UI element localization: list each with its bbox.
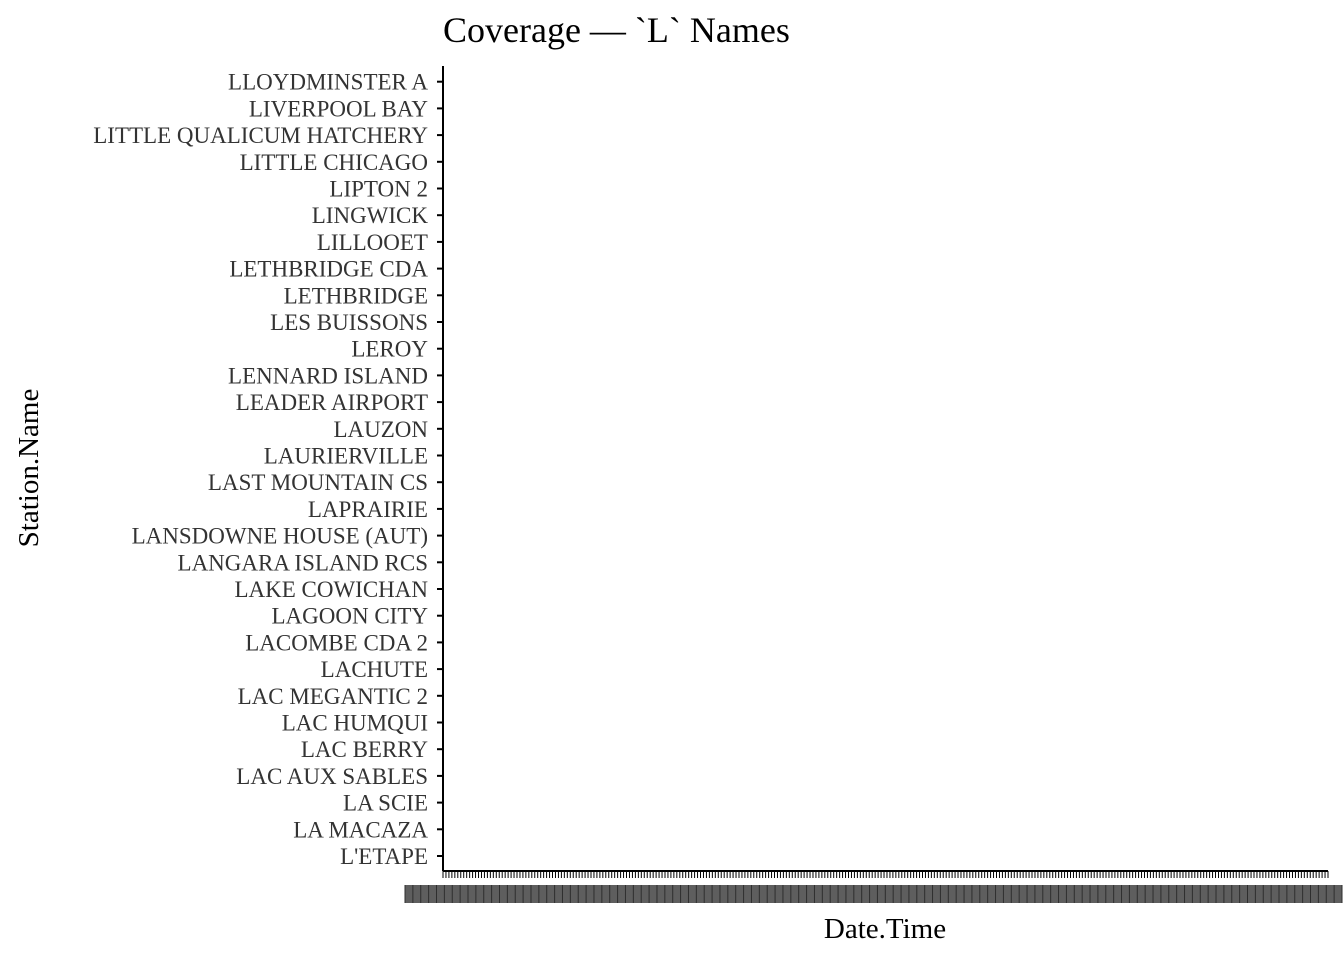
y-tick-label: LAPRAIRIE (308, 497, 428, 522)
y-tick-label: LETHBRIDGE CDA (229, 257, 428, 282)
y-tick-label: L'ETAPE (340, 844, 428, 869)
y-tick-label: LITTLE CHICAGO (240, 150, 428, 175)
y-tick-label: LA SCIE (343, 791, 428, 816)
y-tick-label: LEADER AIRPORT (236, 390, 428, 415)
y-tick-label: LILLOOET (317, 230, 428, 255)
y-tick-label: LIVERPOOL BAY (249, 96, 429, 121)
chart-title: Coverage — `L` Names (443, 10, 790, 50)
y-tick-label: LIPTON 2 (329, 177, 428, 202)
y-tick-label: LAC AUX SABLES (236, 764, 428, 789)
y-tick-label: LANGARA ISLAND RCS (178, 550, 428, 575)
y-tick-label: LINGWICK (312, 203, 429, 228)
y-tick-label: LENNARD ISLAND (228, 363, 428, 388)
y-tick-label: LANSDOWNE HOUSE (AUT) (132, 524, 428, 549)
y-tick-label: LAC MEGANTIC 2 (238, 684, 428, 709)
y-tick-label: LEROY (351, 337, 428, 362)
y-tick-label: LAUZON (333, 417, 428, 442)
x-axis (404, 870, 1343, 903)
y-tick-label: LETHBRIDGE (284, 283, 428, 308)
y-tick-label: LITTLE QUALICUM HATCHERY (93, 123, 428, 148)
y-tick-label: LES BUISSONS (270, 310, 428, 335)
y-tick-label: LAKE COWICHAN (234, 577, 428, 602)
y-tick-label: LA MACAZA (293, 817, 428, 842)
y-tick-label: LAST MOUNTAIN CS (208, 470, 428, 495)
y-tick-label: LLOYDMINSTER A (228, 70, 428, 95)
y-tick-label: LAURIERVILLE (264, 444, 428, 469)
y-tick-label: LACOMBE CDA 2 (245, 630, 428, 655)
y-tick-label: LACHUTE (321, 657, 428, 682)
y-tick-label: LAGOON CITY (271, 604, 428, 629)
x-tick-labels-overplotted (405, 885, 1342, 903)
y-tick-label: LAC HUMQUI (282, 711, 428, 736)
x-axis-title: Date.Time (824, 913, 946, 945)
y-axis-title: Station.Name (13, 389, 45, 548)
y-tick-label: LAC BERRY (301, 737, 429, 762)
